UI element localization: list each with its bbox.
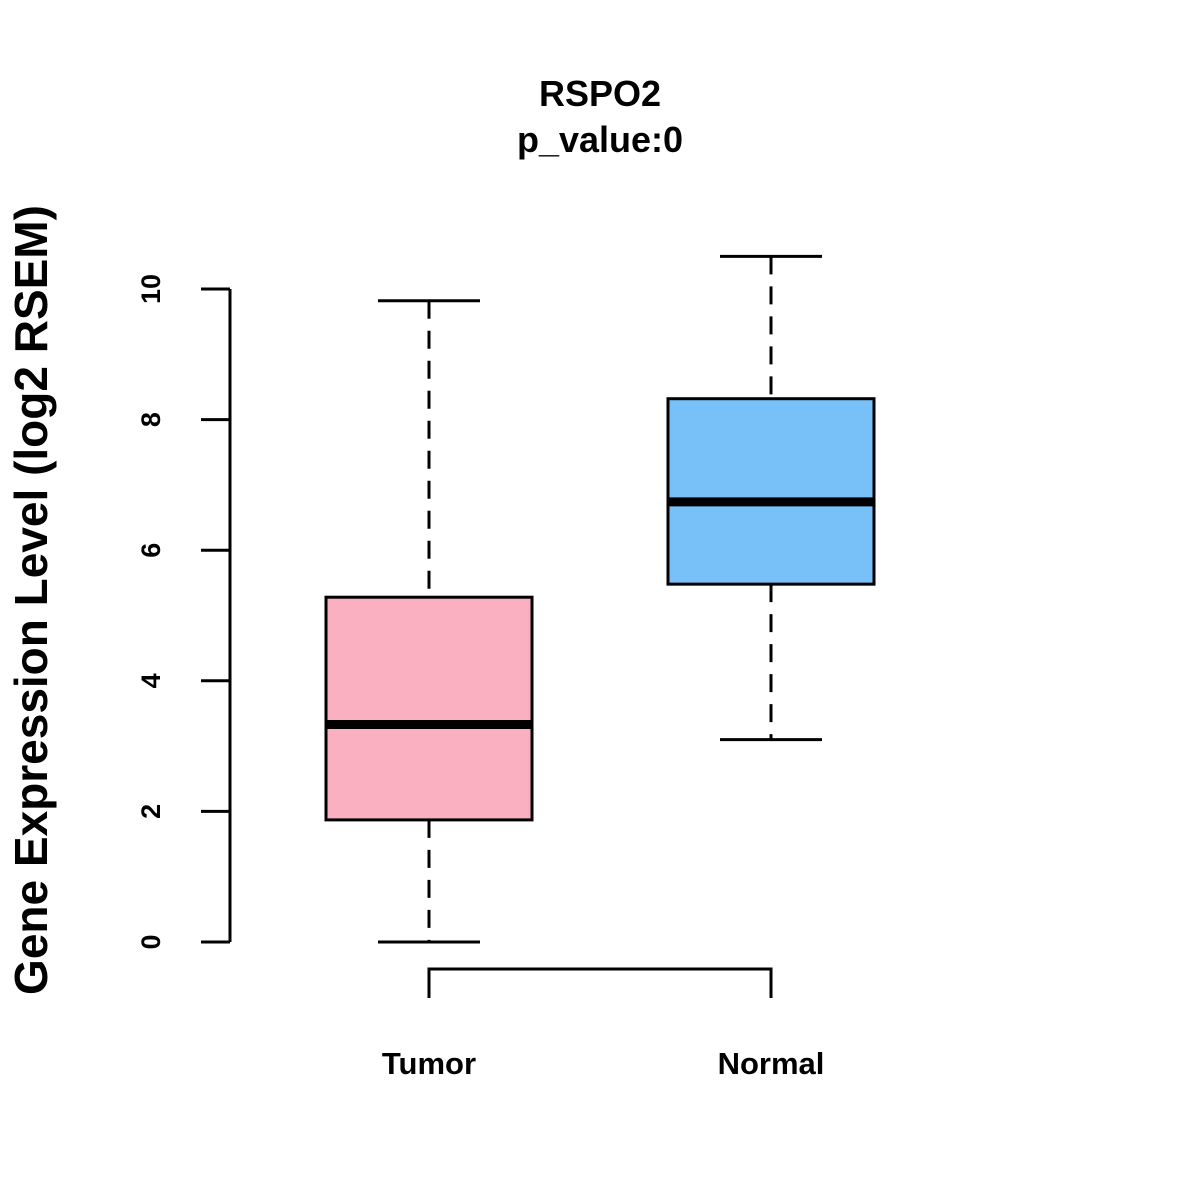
x-labels: Tumor Normal <box>382 1046 824 1081</box>
y-tick-label: 6 <box>136 543 166 558</box>
y-tick-label: 0 <box>136 934 166 949</box>
y-tick-label: 10 <box>136 274 166 304</box>
boxes <box>324 254 876 944</box>
x-category-label: Tumor <box>382 1046 476 1081</box>
chart-subtitle: p_value:0 <box>517 119 683 160</box>
iqr-box <box>324 595 534 822</box>
box-normal <box>666 254 876 742</box>
x-category-label: Normal <box>718 1046 825 1081</box>
y-axis-label: Gene Expression Level (log2 RSEM) <box>5 205 57 995</box>
iqr-box <box>666 397 876 586</box>
y-tick-label: 8 <box>136 412 166 427</box>
comparison-bracket <box>427 967 773 998</box>
y-ticks: 0 2 4 6 8 10 <box>136 274 230 950</box>
y-tick-label: 2 <box>136 804 166 819</box>
bracket-line <box>427 967 773 998</box>
box-tumor <box>324 299 534 944</box>
y-tick-label: 4 <box>136 673 166 688</box>
chart-title: RSPO2 <box>539 73 661 114</box>
y-axis: 0 2 4 6 8 10 <box>136 274 232 950</box>
